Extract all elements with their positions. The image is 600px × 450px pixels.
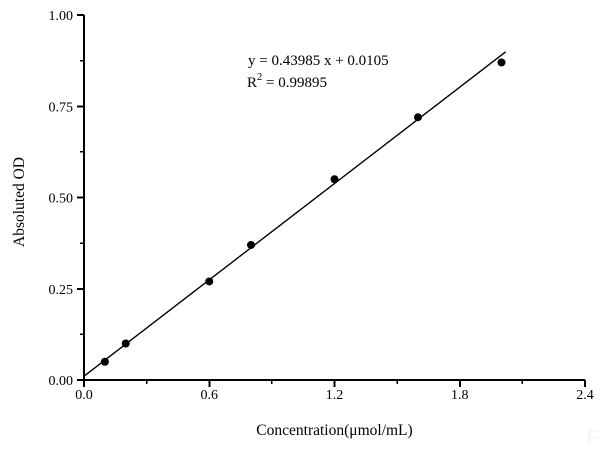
y-tick-label: 0.00 — [49, 374, 74, 389]
r-squared-value: = 0.99895 — [262, 75, 327, 91]
data-point — [330, 175, 339, 184]
x-axis-title: Concentration(μmol/mL) — [256, 422, 412, 439]
watermark: Fl — [586, 426, 600, 449]
x-tick-label: 2.4 — [576, 388, 594, 403]
r-squared-superscript: 2 — [257, 72, 262, 83]
x-tick-label: 0.6 — [201, 388, 219, 403]
data-point — [414, 113, 422, 122]
y-tick-label: 1.00 — [49, 9, 74, 24]
x-tick-label: 1.2 — [326, 388, 344, 403]
data-point — [100, 357, 109, 366]
fit-line — [83, 51, 507, 377]
x-tick-label: 0.0 — [75, 388, 93, 403]
y-tick-label: 0.75 — [49, 100, 74, 115]
equation-label: y = 0.43985 x + 0.0105 — [248, 53, 389, 69]
x-tick-label: 1.8 — [451, 388, 469, 403]
data-point — [497, 58, 506, 67]
data-point — [121, 339, 130, 348]
y-tick-label: 0.50 — [49, 192, 74, 207]
data-point — [247, 240, 255, 249]
data-point — [205, 277, 214, 286]
y-axis-title: Absoluted OD — [11, 157, 28, 247]
r-squared-base: R — [247, 75, 257, 91]
r-squared-label: R2 = 0.99895 — [247, 72, 327, 91]
y-tick-label: 0.25 — [49, 283, 74, 298]
